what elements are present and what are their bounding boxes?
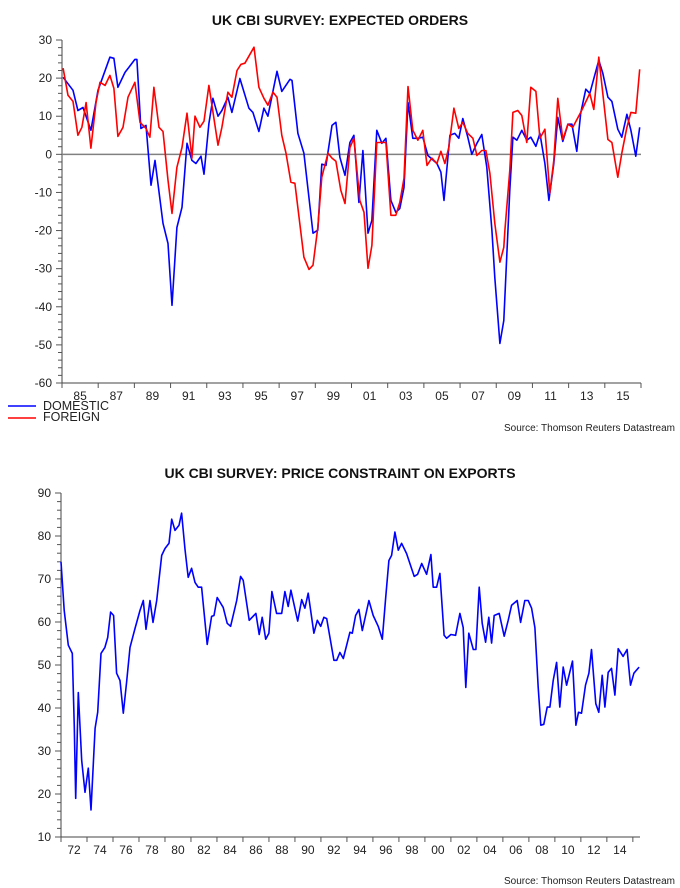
price-constraint-series-line [60, 512, 640, 811]
y-tick-label: 60 [38, 615, 52, 629]
y-tick-label: -30 [35, 262, 53, 276]
x-tick-label: 09 [508, 389, 522, 403]
x-tick-label: 02 [457, 843, 471, 857]
y-tick-label: 30 [39, 33, 53, 47]
x-tick-label: 06 [509, 843, 523, 857]
x-tick-label: 00 [431, 843, 445, 857]
x-tick-label: 10 [561, 843, 575, 857]
x-tick-label: 12 [587, 843, 601, 857]
chart-title: UK CBI SURVEY: PRICE CONSTRAINT ON EXPOR… [164, 465, 515, 481]
plot-area: 30 20 10 0 -10 -20 -30 -40 -50 -60 85 87 89 91 93 95 97 9… [35, 33, 642, 403]
x-tick-label: 07 [471, 389, 485, 403]
x-tick-label: 76 [119, 843, 133, 857]
chart-title: UK CBI SURVEY: EXPECTED ORDERS [212, 12, 468, 28]
x-tick-label: 84 [223, 843, 237, 857]
x-tick-label: 14 [613, 843, 627, 857]
source-note: Source: Thomson Reuters Datastream [504, 876, 675, 887]
plot-area: 90 80 70 60 50 40 30 20 10 72 74 76 78 80 82 84 86 88 90 92… [38, 486, 640, 857]
legend: DOMESTIC FOREIGN [8, 399, 109, 424]
y-tick-label: -40 [35, 300, 53, 314]
y-tick-label: 0 [45, 147, 52, 161]
foreign-series-line [62, 46, 641, 271]
x-tick-label: 91 [182, 389, 196, 403]
source-note: Source: Thomson Reuters Datastream [504, 423, 675, 434]
x-tick-label: 85 [73, 389, 87, 403]
legend-item-foreign: FOREIGN [8, 410, 100, 424]
legend-label-foreign: FOREIGN [43, 410, 100, 424]
x-tick-label: 80 [171, 843, 185, 857]
x-tick-label: 13 [580, 389, 594, 403]
x-tick-label: 05 [435, 389, 449, 403]
x-tick-label: 72 [67, 843, 81, 857]
y-tick-label: -60 [35, 376, 53, 390]
legend-item-domestic: DOMESTIC [8, 399, 109, 413]
x-tick-label: 03 [399, 389, 413, 403]
y-tick-label: -20 [35, 224, 53, 238]
x-tick-label: 98 [405, 843, 419, 857]
x-tick-label: 08 [535, 843, 549, 857]
chart-price-constraint: UK CBI SURVEY: PRICE CONSTRAINT ON EXPOR… [38, 465, 675, 887]
x-tick-label: 99 [327, 389, 341, 403]
y-tick-label: 20 [39, 71, 53, 85]
x-tick-label: 15 [616, 389, 630, 403]
y-tick-label: -50 [35, 338, 53, 352]
x-tick-label: 78 [145, 843, 159, 857]
y-tick-label: 10 [39, 109, 53, 123]
y-tick-label: 40 [38, 701, 52, 715]
x-tick-label: 96 [379, 843, 393, 857]
x-tick-label: 88 [275, 843, 289, 857]
domestic-series-line [62, 56, 641, 345]
x-tick-label: 87 [110, 389, 124, 403]
x-tick-label: 11 [544, 389, 557, 403]
chart-expected-orders: UK CBI SURVEY: EXPECTED ORDERS 30 20 10 0 -1… [8, 12, 675, 434]
x-tick-label: 74 [93, 843, 107, 857]
x-tick-label: 04 [483, 843, 497, 857]
y-tick-label: -10 [35, 185, 53, 199]
x-tick-label: 95 [254, 389, 268, 403]
x-tick-label: 94 [353, 843, 367, 857]
y-tick-label: 90 [38, 486, 52, 500]
x-tick-label: 90 [301, 843, 315, 857]
x-tick-label: 82 [197, 843, 211, 857]
y-tick-label: 80 [38, 529, 52, 543]
y-tick-label: 10 [38, 830, 52, 844]
x-tick-label: 89 [146, 389, 160, 403]
x-tick-label: 93 [218, 389, 232, 403]
legend-label-domestic: DOMESTIC [43, 399, 109, 413]
y-tick-label: 50 [38, 658, 52, 672]
x-tick-label: 97 [291, 389, 305, 403]
x-tick-label: 92 [327, 843, 341, 857]
y-tick-label: 30 [38, 744, 52, 758]
x-tick-label: 86 [249, 843, 263, 857]
y-tick-label: 70 [38, 572, 52, 586]
x-tick-label: 01 [363, 389, 377, 403]
y-tick-label: 20 [38, 787, 52, 801]
